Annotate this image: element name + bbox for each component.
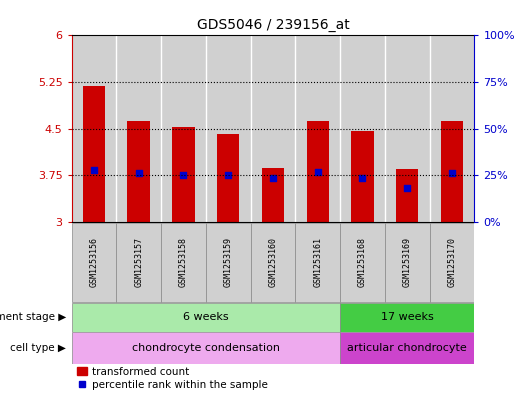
Point — [313, 169, 322, 175]
Bar — [340, 303, 474, 332]
Text: 17 weeks: 17 weeks — [381, 312, 434, 322]
Text: chondrocyte condensation: chondrocyte condensation — [132, 343, 280, 353]
Point — [448, 170, 456, 176]
Point — [269, 175, 277, 182]
Bar — [72, 35, 116, 222]
Text: GSM1253158: GSM1253158 — [179, 237, 188, 287]
Bar — [340, 223, 385, 302]
Point — [90, 167, 98, 173]
Text: GSM1253160: GSM1253160 — [269, 237, 277, 287]
Bar — [430, 223, 474, 302]
Bar — [72, 303, 340, 332]
Text: articular chondrocyte: articular chondrocyte — [347, 343, 467, 353]
Text: GSM1253170: GSM1253170 — [447, 237, 456, 287]
Bar — [251, 223, 295, 302]
Text: GSM1253169: GSM1253169 — [403, 237, 412, 287]
Point — [403, 185, 411, 191]
Bar — [206, 223, 251, 302]
Bar — [262, 168, 284, 222]
Bar — [351, 130, 374, 222]
Bar — [172, 127, 195, 222]
Bar — [83, 86, 105, 222]
Point — [358, 175, 367, 182]
Bar — [72, 332, 340, 364]
Bar — [117, 223, 161, 302]
Bar — [340, 332, 474, 364]
Legend: transformed count, percentile rank within the sample: transformed count, percentile rank withi… — [77, 367, 268, 390]
Text: 6 weeks: 6 weeks — [183, 312, 228, 322]
Bar — [385, 35, 430, 222]
Bar — [441, 121, 463, 222]
Bar — [396, 169, 418, 222]
Text: cell type ▶: cell type ▶ — [11, 343, 66, 353]
Text: development stage ▶: development stage ▶ — [0, 312, 66, 322]
Bar — [72, 223, 116, 302]
Text: GSM1253157: GSM1253157 — [134, 237, 143, 287]
Bar — [128, 121, 150, 222]
Text: GSM1253161: GSM1253161 — [313, 237, 322, 287]
Text: GSM1253159: GSM1253159 — [224, 237, 233, 287]
Text: GSM1253156: GSM1253156 — [90, 237, 99, 287]
Bar — [161, 223, 206, 302]
Bar — [206, 35, 251, 222]
Text: GSM1253168: GSM1253168 — [358, 237, 367, 287]
Bar — [116, 35, 161, 222]
Bar — [217, 134, 240, 222]
Bar — [385, 223, 429, 302]
Bar — [295, 35, 340, 222]
Bar — [340, 35, 385, 222]
Bar — [161, 35, 206, 222]
Point — [179, 172, 188, 178]
Point — [135, 170, 143, 176]
Bar — [251, 35, 295, 222]
Bar — [306, 121, 329, 222]
Title: GDS5046 / 239156_at: GDS5046 / 239156_at — [197, 18, 349, 31]
Bar — [430, 35, 474, 222]
Point — [224, 172, 233, 178]
Bar — [295, 223, 340, 302]
